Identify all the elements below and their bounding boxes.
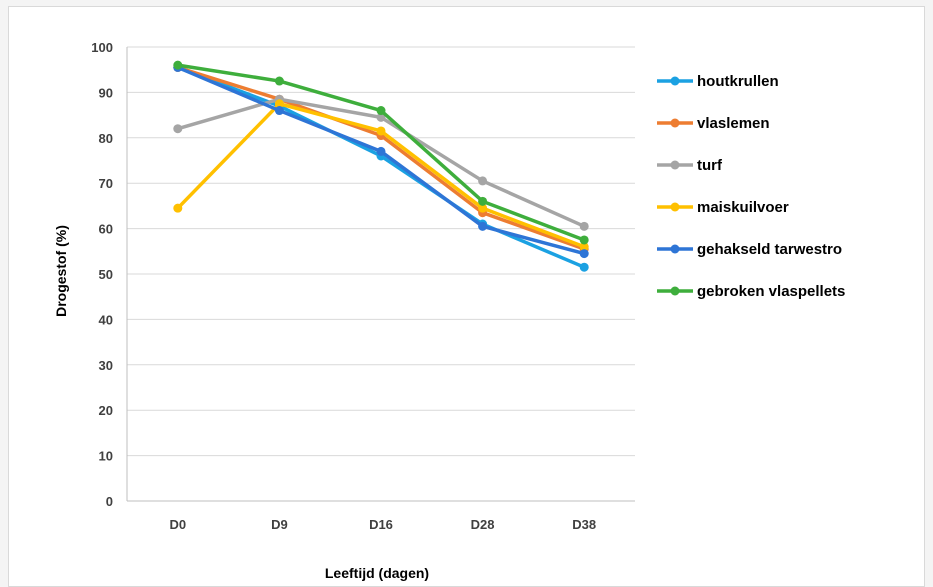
x-tick-label: D16 [369, 517, 393, 532]
series-maiskuilvoer [173, 99, 589, 252]
y-tick-label: 30 [99, 358, 113, 373]
legend-item: vlaslemen [657, 115, 770, 132]
x-axis-ticks: D0 D9 D16 D28 D38 [169, 517, 596, 532]
series-turf [173, 94, 589, 231]
series-line [176, 102, 586, 249]
data-point [376, 126, 386, 136]
y-tick-label: 100 [91, 40, 113, 55]
legend-swatch-marker [670, 76, 680, 86]
data-point [274, 106, 284, 116]
legend-swatch-marker [670, 202, 680, 212]
legend-swatch-marker [670, 160, 680, 170]
legend-item: turf [657, 157, 723, 174]
legend-label: turf [697, 157, 723, 174]
y-tick-label: 60 [99, 222, 113, 237]
legend-item: houtkrullen [657, 73, 779, 90]
x-tick-label: D38 [572, 517, 596, 532]
data-point [579, 221, 589, 231]
data-point [478, 176, 488, 186]
legend-swatch-marker [670, 244, 680, 254]
data-point [274, 99, 284, 109]
data-point [579, 249, 589, 259]
legend-label: vlaslemen [697, 115, 770, 132]
x-tick-label: D0 [169, 517, 186, 532]
x-tick-label: D9 [271, 517, 288, 532]
legend-swatch-marker [670, 286, 680, 296]
legend: houtkrullen vlaslemen turf maiskuilvoer geha… [657, 73, 845, 300]
series-layer [173, 60, 589, 272]
data-point [376, 112, 386, 122]
data-point [579, 242, 589, 252]
data-point [579, 235, 589, 245]
legend-swatch-marker [670, 118, 680, 128]
y-tick-label: 0 [106, 494, 113, 509]
series-gebroken-vlaspellets [173, 60, 589, 245]
data-point [274, 76, 284, 86]
data-point [376, 146, 386, 156]
y-axis-ticks: 0 10 20 30 40 50 60 70 80 90 100 [91, 40, 113, 509]
data-point [478, 203, 488, 213]
data-point [478, 221, 488, 231]
legend-label: gebroken vlaspellets [697, 283, 845, 300]
series-houtkrullen [173, 62, 589, 272]
y-tick-label: 40 [99, 312, 113, 327]
data-point [173, 203, 183, 213]
data-point [173, 124, 183, 134]
x-tick-label: D28 [471, 517, 495, 532]
y-tick-label: 10 [99, 449, 113, 464]
legend-item: gehakseld tarwestro [657, 241, 842, 258]
legend-label: gehakseld tarwestro [697, 241, 842, 258]
y-tick-label: 20 [99, 403, 113, 418]
legend-label: maiskuilvoer [697, 199, 789, 216]
legend-item: gebroken vlaspellets [657, 283, 845, 300]
y-tick-label: 70 [99, 176, 113, 191]
legend-item: maiskuilvoer [657, 199, 789, 216]
series-gehakseld-tarwestro [173, 62, 589, 259]
y-tick-label: 90 [99, 85, 113, 100]
y-tick-label: 80 [99, 131, 113, 146]
data-point [376, 106, 386, 116]
y-axis-label: Drogestof (%) [53, 225, 69, 317]
x-axis-label: Leeftijd (dagen) [325, 565, 429, 581]
data-point [173, 60, 183, 70]
data-point [579, 262, 589, 272]
y-tick-label: 50 [99, 267, 113, 282]
data-point [478, 196, 488, 206]
chart-frame [8, 6, 925, 587]
legend-label: houtkrullen [697, 73, 779, 90]
